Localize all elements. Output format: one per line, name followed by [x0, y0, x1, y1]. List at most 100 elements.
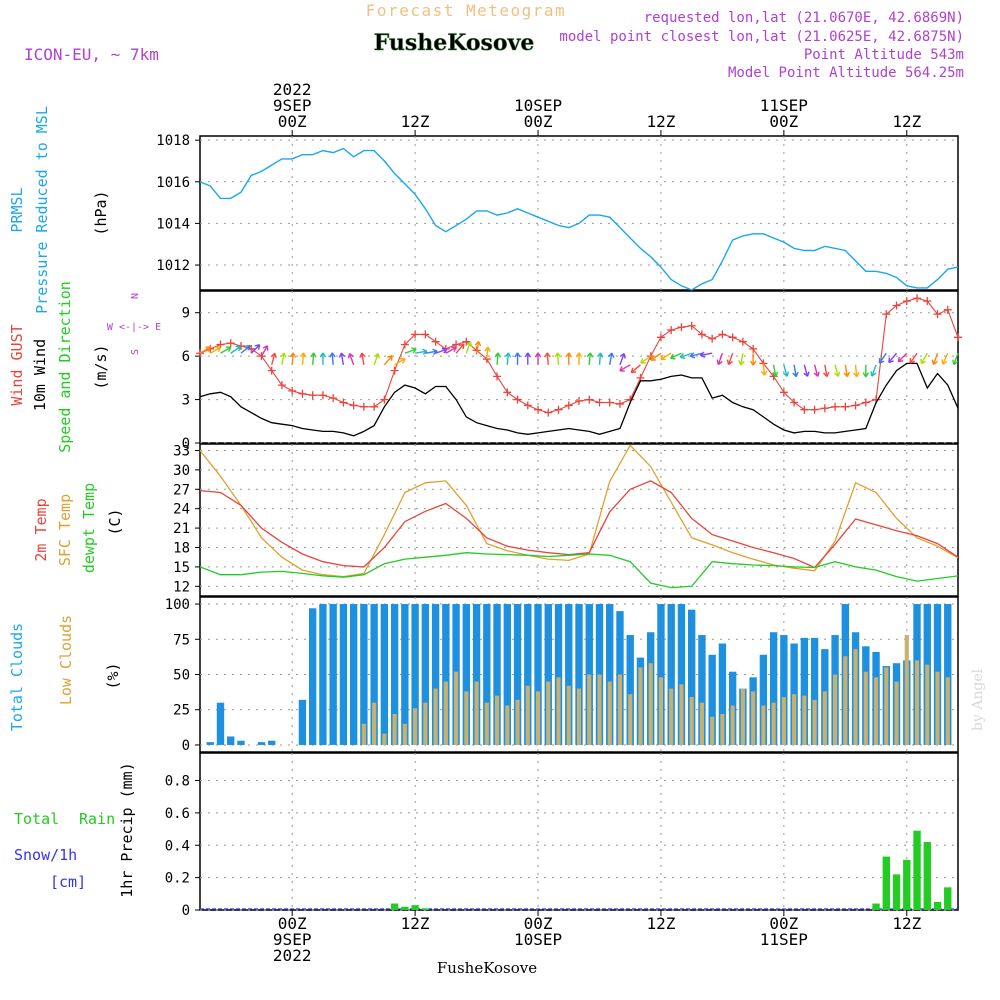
wind-arrow-head	[792, 371, 799, 378]
gust-marker	[882, 310, 891, 319]
precip-label-total: Total	[14, 810, 59, 828]
gust-marker	[851, 401, 860, 410]
total-cloud-bar	[718, 643, 727, 745]
wind-arrow	[250, 344, 261, 354]
rain-bar	[933, 901, 942, 910]
wind-arrow	[383, 355, 393, 366]
wind-arrow	[465, 341, 472, 354]
total-cloud-bar	[237, 740, 245, 745]
credit-watermark: by Angel	[970, 668, 986, 731]
total-cloud-bar	[544, 604, 552, 745]
cloud-label-total: Total Clouds	[8, 623, 26, 731]
bottom-time-label: 00Z	[769, 914, 798, 933]
wind-arrow-head	[749, 360, 757, 366]
total-cloud-bar	[431, 604, 440, 745]
gust-marker	[554, 405, 563, 414]
wind-arrow	[230, 345, 241, 354]
low-cloud-bar	[945, 677, 950, 745]
top-time-label: 00Z	[769, 112, 798, 131]
wind-arrow	[475, 341, 480, 354]
wind-arrow-head	[689, 352, 696, 359]
wind-arrow-head	[289, 352, 297, 358]
low-cloud-bar	[535, 691, 541, 745]
cloud-label-low: Low Clouds	[57, 615, 75, 705]
gust-marker	[196, 349, 204, 358]
y-tick-label: 30	[173, 463, 190, 479]
gust-marker	[923, 297, 932, 306]
low-cloud-bar	[525, 685, 530, 745]
wind-arrow	[813, 364, 819, 377]
gust-marker	[370, 402, 379, 411]
gust-marker	[605, 398, 614, 407]
temp-unit: (C)	[106, 508, 124, 535]
y-tick-label: 27	[173, 482, 190, 498]
bottom-time-label: 00Z	[278, 914, 307, 933]
rain-bar	[892, 874, 901, 910]
low-cloud-bar	[658, 677, 664, 745]
low-cloud-bar	[720, 713, 725, 745]
top-time-label: 00Z	[524, 112, 553, 131]
y-tick-label: 3	[182, 393, 190, 409]
bottom-time-label: 12Z	[646, 914, 675, 933]
wind-arrow-head	[451, 346, 457, 353]
wind-arrow-head	[359, 352, 366, 358]
low-cloud-bar	[566, 685, 571, 745]
gust-marker	[564, 401, 573, 410]
top-time-label: 2022	[273, 80, 312, 99]
gust-marker	[728, 333, 737, 342]
rain-bar	[882, 856, 890, 910]
wind-arrow	[445, 346, 457, 354]
total-cloud-bar	[216, 702, 225, 745]
gust-marker	[534, 405, 543, 414]
wind-arrow	[717, 353, 724, 365]
wind-arrow	[240, 344, 251, 354]
gust-marker	[861, 398, 870, 407]
total-cloud-bar	[513, 604, 522, 745]
total-cloud-bar	[944, 604, 952, 745]
bottom-time-label: 10SEP	[514, 930, 562, 949]
total-cloud-bar	[503, 604, 511, 745]
y-tick-label: 0.6	[165, 806, 190, 822]
y-tick-label: 1012	[156, 258, 190, 274]
wind-arrow	[199, 346, 211, 354]
wind-arrow-head	[586, 352, 594, 358]
total-cloud-bar	[421, 604, 430, 745]
low-cloud-bar	[925, 664, 930, 745]
wind-arrow-head	[494, 352, 502, 358]
low-cloud-bar	[863, 671, 868, 745]
total-cloud-bar	[308, 608, 317, 745]
panel-frame	[199, 135, 959, 291]
wind-speed-line	[199, 362, 959, 437]
y-tick-label: 25	[173, 703, 190, 719]
total-cloud-bar	[401, 604, 409, 745]
wind-arrow-head	[225, 346, 232, 353]
y-tick-label: 0	[182, 738, 190, 754]
wind-arrow-head	[699, 351, 706, 358]
compass-west-east: W <-|-> E	[107, 322, 161, 333]
top-time-label: 00Z	[278, 112, 307, 131]
point-altitude: Point Altitude 543m	[804, 47, 964, 63]
wind-arrow	[824, 364, 828, 377]
low-cloud-bar	[935, 671, 940, 745]
low-cloud-bar	[587, 674, 592, 745]
y-tick-label: 1016	[156, 175, 190, 191]
gust-marker	[277, 381, 286, 390]
gust-marker	[687, 321, 696, 330]
wind-arrow	[546, 352, 549, 365]
low-cloud-bar	[761, 705, 766, 745]
wind-arrow	[340, 352, 345, 365]
precip-label-cm: [cm]	[50, 873, 86, 891]
gust-marker	[339, 398, 348, 407]
wind-arrow	[588, 352, 591, 365]
y-tick-label: 1018	[156, 133, 190, 149]
total-cloud-bar	[759, 654, 768, 745]
total-cloud-bar	[800, 637, 809, 745]
low-cloud-bar	[505, 705, 510, 745]
wind-arrow-head	[373, 352, 380, 359]
low-cloud-bar	[454, 671, 459, 745]
gust-marker	[585, 395, 594, 404]
wind-arrow-head	[262, 345, 269, 351]
wind-arrow	[331, 352, 334, 365]
temp-label-2m: 2m Temp	[32, 498, 50, 561]
total-cloud-bar	[390, 604, 399, 745]
